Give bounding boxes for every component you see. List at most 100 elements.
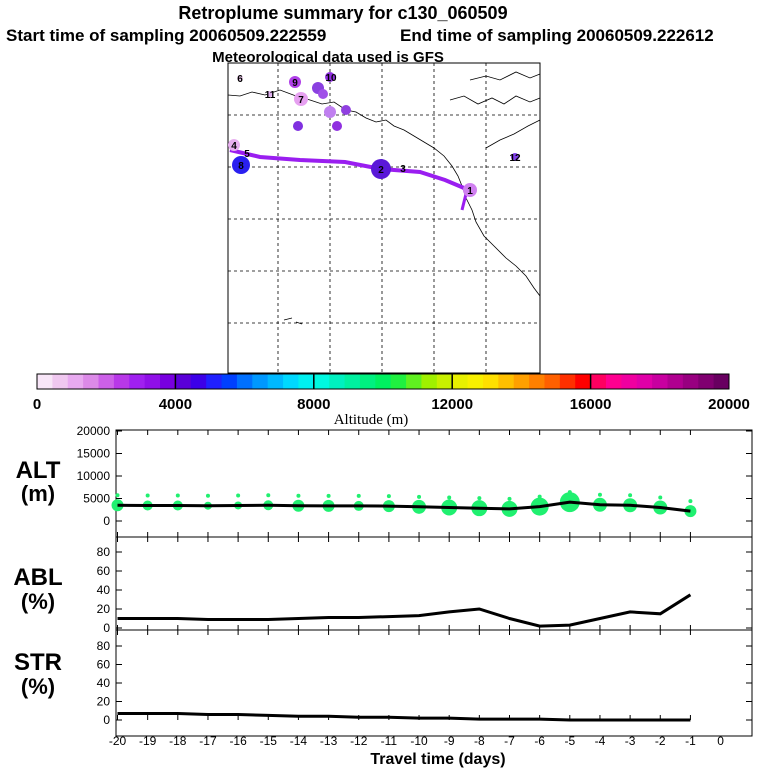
colorbar-swatch	[175, 374, 192, 389]
colorbar-swatch	[667, 374, 684, 389]
cluster-marker-1	[463, 183, 477, 197]
colorbar-swatch	[436, 374, 453, 389]
y-tick-label: 40	[97, 583, 111, 597]
alt-point-small	[296, 493, 301, 498]
alt-point-small	[115, 493, 120, 498]
colorbar-swatch	[590, 374, 607, 389]
colorbar-swatch	[390, 374, 407, 389]
colorbar-swatch	[160, 374, 176, 389]
met-data: Meteorological data used is GFS	[212, 49, 444, 66]
y-tick-label: 20	[97, 602, 111, 616]
str-panel-name: STR	[14, 649, 62, 676]
colorbar-swatch	[190, 374, 207, 389]
start-time: Start time of sampling 20060509.222559	[6, 26, 326, 45]
alt-point-small	[266, 493, 271, 498]
x-tick-label: -14	[290, 734, 308, 748]
x-tick-label: -15	[260, 734, 278, 748]
alt-panel-unit: (m)	[21, 481, 55, 506]
map-label-6: 6	[237, 74, 243, 85]
colorbar-swatch	[559, 374, 576, 389]
map-label-2: 2	[378, 165, 384, 176]
abl-line	[117, 593, 692, 628]
colorbar-label: Altitude (m)	[334, 412, 409, 428]
colorbar-swatch	[498, 374, 515, 389]
x-tick-label: -1	[685, 734, 696, 748]
x-tick-label: 0	[717, 734, 724, 748]
alt-point-small	[537, 494, 542, 499]
alt-point-small	[567, 490, 572, 495]
colorbar-swatch	[67, 374, 84, 389]
x-tick-label: -18	[169, 734, 187, 748]
y-tick-label: 60	[97, 658, 111, 672]
colorbar-swatch	[544, 374, 561, 389]
alt-point-small	[356, 493, 361, 498]
x-tick-label: -13	[320, 734, 338, 748]
colorbar-tick-0: 0	[33, 396, 41, 413]
colorbar-swatch	[713, 374, 730, 389]
map-label-8: 8	[238, 161, 244, 172]
cluster-marker-4	[228, 139, 240, 151]
colorbar-swatch	[621, 374, 638, 389]
colorbar-swatch	[482, 374, 499, 389]
colorbar-swatch	[83, 374, 100, 389]
alt-point-small	[658, 495, 663, 500]
map-frame	[227, 62, 541, 374]
colorbar-swatch	[513, 374, 530, 389]
x-tick-label: -9	[444, 734, 455, 748]
colorbar-swatch	[206, 374, 223, 389]
map-label-12: 12	[509, 153, 521, 164]
colorbar-frame	[36, 373, 730, 390]
map-label-4: 4	[231, 141, 237, 152]
alt-point-small	[145, 493, 150, 498]
colorbar-swatch	[267, 374, 284, 389]
map-label-11: 11	[265, 90, 276, 101]
colorbar-swatch	[452, 374, 469, 389]
str-panel: 0 20 40 60 80	[97, 630, 752, 727]
alt-point-small	[386, 494, 391, 499]
endpoint-marker-8	[232, 156, 250, 174]
x-tick-label: -12	[350, 734, 368, 748]
alt-point-small	[175, 493, 180, 498]
colorbar-swatch	[467, 374, 484, 389]
panels-frame	[115, 429, 753, 737]
alt-point-small	[477, 496, 482, 501]
str-panel-unit: (%)	[21, 674, 55, 699]
y-tick-label: 80	[97, 639, 111, 653]
colorbar-swatch	[636, 374, 653, 389]
colorbar-swatch	[375, 374, 392, 389]
map-label-7: 7	[298, 95, 304, 106]
colorbar-tick-4000: 4000	[159, 396, 192, 413]
str-line	[117, 712, 691, 722]
map-label-1: 1	[467, 186, 473, 197]
x-tick-label: -2	[655, 734, 666, 748]
cluster-marker-11	[267, 91, 273, 97]
alt-point-small	[326, 493, 331, 498]
x-tick-label: -7	[504, 734, 515, 748]
altitude-colorbar	[36, 373, 730, 390]
alt-point-small	[507, 496, 512, 501]
x-tick-label: -19	[139, 734, 157, 748]
x-tick-label: -11	[381, 734, 398, 748]
map-label-9: 9	[292, 78, 298, 89]
y-tick-label: 80	[97, 545, 111, 559]
colorbar-swatch	[406, 374, 422, 389]
colorbar-swatch	[98, 374, 115, 389]
colorbar-swatch	[329, 374, 346, 389]
colorbar-tick-20000: 20000	[708, 396, 750, 413]
y-tick-label: 20	[97, 695, 111, 709]
colorbar-swatch	[298, 374, 315, 389]
alt-point-small	[417, 494, 422, 499]
y-tick-label: 60	[97, 564, 111, 578]
abl-panel: 0 20 40 60 80	[97, 537, 752, 635]
x-tick-label: -3	[625, 734, 636, 748]
alt-point-small	[688, 499, 693, 504]
colorbar-swatch	[575, 374, 592, 389]
colorbar-swatch	[698, 374, 715, 389]
x-tick-label: -20	[109, 734, 127, 748]
colorbar-swatch	[359, 374, 376, 389]
alt-point	[684, 505, 697, 518]
map-label-10: 10	[325, 73, 337, 84]
